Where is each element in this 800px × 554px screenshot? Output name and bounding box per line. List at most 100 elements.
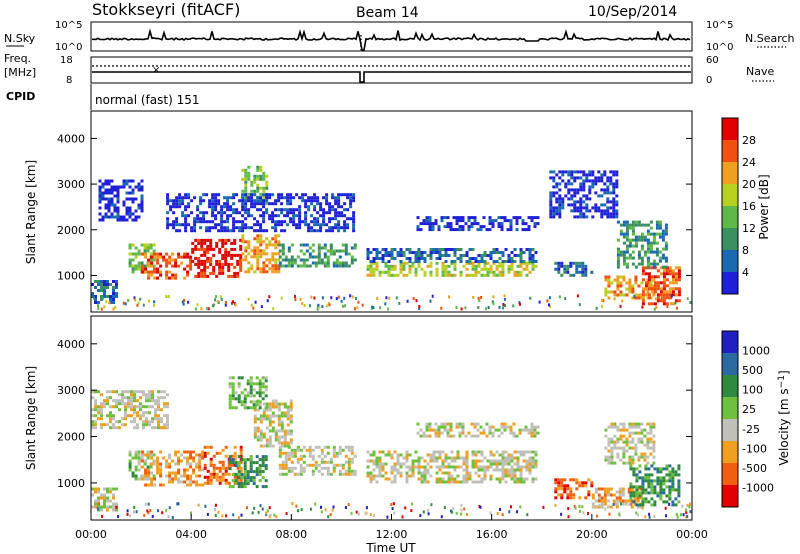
- heatmap-cell: [396, 459, 400, 463]
- heatmap-cell: [171, 276, 175, 280]
- heatmap-cell: [507, 471, 511, 475]
- heatmap-cell: [261, 476, 265, 480]
- heatmap-cell: [658, 226, 662, 230]
- heatmap-cell: [244, 189, 248, 193]
- heatmap-cell: [489, 251, 493, 254]
- heatmap-cell: [311, 448, 315, 452]
- heatmap-cell: [94, 295, 97, 298]
- heatmap-cell: [283, 411, 287, 415]
- heatmap-cell: [665, 284, 669, 288]
- heatmap-cell: [334, 199, 338, 203]
- heatmap-cell: [103, 286, 106, 289]
- heatmap-cell: [247, 196, 251, 200]
- heatmap-cell: [243, 473, 247, 477]
- heatmap-cell: [311, 469, 315, 473]
- heatmap-cell: [341, 466, 345, 470]
- heatmap-cell: [640, 244, 644, 248]
- heatmap-cell: [662, 284, 666, 288]
- heatmap-cell: [97, 390, 100, 394]
- heatmap-cell: [259, 237, 263, 241]
- heatmap-cell: [671, 467, 675, 471]
- heatmap-cell: [157, 408, 160, 412]
- heatmap-cell: [519, 477, 523, 481]
- heatmap-cell: [372, 261, 376, 265]
- heatmap-cell: [97, 417, 100, 421]
- heatmap-cell: [334, 202, 338, 206]
- heatmap-cell: [162, 456, 166, 460]
- heatmap-cell: [280, 196, 284, 200]
- heatmap-cell: [206, 274, 210, 278]
- heatmap-cell: [174, 264, 178, 268]
- heatmap-cell: [390, 503, 393, 506]
- heatmap-cell: [255, 455, 259, 459]
- heatmap-cell: [607, 443, 611, 447]
- heatmap-cell: [603, 188, 607, 192]
- heatmap-cell: [107, 182, 111, 186]
- heatmap-cell: [486, 465, 490, 469]
- heatmap-cell: [652, 235, 656, 239]
- heatmap-cell: [549, 170, 553, 174]
- heatmap-cell: [139, 402, 142, 406]
- heatmap-cell: [195, 474, 199, 478]
- heatmap-cell: [321, 296, 324, 300]
- heatmap-cell: [446, 431, 450, 435]
- heatmap-cell: [480, 267, 484, 271]
- heatmap-cell: [127, 399, 130, 403]
- heatmap-cell: [417, 468, 421, 472]
- heatmap-cell: [450, 465, 454, 469]
- heatmap-cell: [455, 425, 459, 429]
- heatmap-cell: [507, 456, 511, 460]
- heatmap-cell: [387, 450, 391, 454]
- heatmap-cell: [291, 502, 294, 506]
- heatmap-cell: [203, 454, 207, 458]
- heatmap-cell: [98, 185, 102, 189]
- heatmap-cell: [110, 212, 114, 216]
- heatmap-cell: [274, 264, 278, 268]
- heatmap-cell: [519, 468, 523, 472]
- heatmap-cell: [534, 477, 538, 481]
- heatmap-cell: [175, 220, 179, 224]
- heatmap-cell: [530, 425, 534, 429]
- heatmap-cell: [106, 286, 109, 289]
- heatmap-cell: [215, 274, 219, 278]
- heatmap-cell: [622, 446, 626, 450]
- heatmap-cell: [504, 471, 508, 475]
- heatmap-cell: [209, 457, 213, 461]
- heatmap-cell: [227, 481, 231, 485]
- heatmap-cell: [369, 251, 373, 254]
- heatmap-cell: [646, 443, 650, 447]
- heatmap-cell: [479, 225, 483, 229]
- heatmap-cell: [146, 509, 149, 513]
- heatmap-cell: [259, 417, 263, 421]
- heatmap-cell: [199, 196, 203, 200]
- heatmap-cell: [662, 491, 666, 495]
- heatmap-cell: [335, 463, 339, 467]
- heatmap-cell: [558, 295, 561, 299]
- heatmap-cell: [640, 452, 644, 456]
- heatmap-cell: [322, 220, 326, 224]
- heatmap-cell: [449, 422, 453, 426]
- heatmap-cell: [503, 425, 507, 429]
- heatmap-cell: [656, 281, 660, 285]
- heatmap-cell: [284, 463, 288, 467]
- heatmap-cell: [97, 280, 100, 283]
- heatmap-cell: [332, 249, 336, 253]
- colorbar-label: 1000: [742, 345, 770, 358]
- heatmap-cell: [121, 396, 124, 400]
- heatmap-cell: [588, 209, 592, 213]
- heatmap-cell: [259, 234, 263, 238]
- heatmap-cell: [180, 453, 184, 457]
- heatmap-cell: [477, 260, 481, 263]
- heatmap-cell: [600, 487, 604, 491]
- heatmap-cell: [323, 252, 327, 256]
- heatmap-cell: [452, 434, 456, 438]
- heatmap-cell: [107, 206, 111, 210]
- heatmap-cell: [142, 411, 145, 415]
- heatmap-cell: [195, 483, 199, 487]
- heatmap-cell: [203, 265, 207, 269]
- heatmap-cell: [231, 406, 235, 410]
- heatmap-cell: [141, 453, 145, 457]
- heatmap-cell: [350, 469, 354, 473]
- heatmap-cell: [443, 428, 447, 432]
- heatmap-cell: [168, 474, 172, 478]
